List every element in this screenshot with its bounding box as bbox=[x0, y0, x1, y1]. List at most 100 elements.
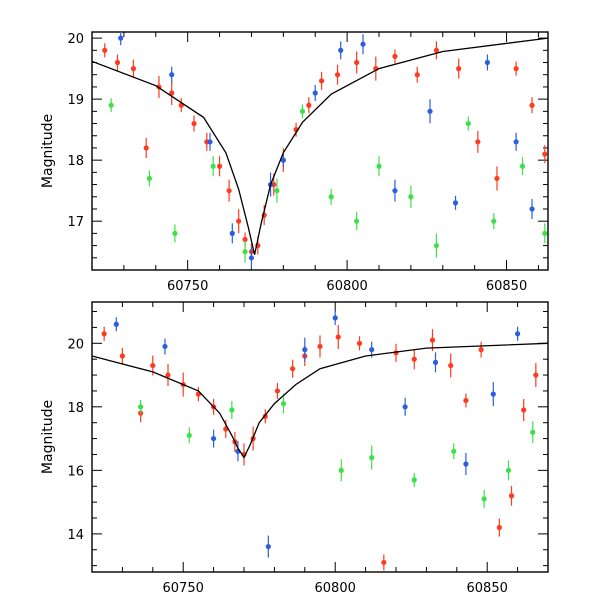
data-point bbox=[529, 102, 535, 108]
data-point bbox=[102, 47, 108, 53]
data-point bbox=[452, 200, 459, 206]
bottom-panel: 60750608006085014161820MagnitudeHJD−2400… bbox=[40, 301, 549, 596]
x-tick-label: 60800 bbox=[326, 279, 367, 294]
data-point bbox=[356, 340, 363, 346]
data-point bbox=[119, 353, 125, 359]
data-point bbox=[369, 347, 375, 353]
data-point bbox=[191, 120, 197, 127]
data-point bbox=[475, 139, 481, 145]
y-tick-label: 17 bbox=[67, 215, 84, 230]
data-point bbox=[414, 72, 420, 78]
model-curve bbox=[92, 342, 548, 459]
data-point bbox=[542, 151, 548, 157]
data-point bbox=[312, 90, 318, 96]
data-point bbox=[328, 194, 334, 200]
model-curve bbox=[92, 37, 548, 255]
data-point bbox=[169, 72, 175, 78]
data-point bbox=[513, 139, 519, 145]
data-point bbox=[248, 255, 255, 261]
data-point bbox=[150, 362, 156, 369]
data-point bbox=[299, 108, 306, 114]
top-panel: 60750 60800 60850 17 18 19 20 Magnitude bbox=[40, 31, 549, 294]
x-tick-label: 60750 bbox=[163, 581, 204, 596]
data-point bbox=[317, 343, 323, 350]
data-point bbox=[280, 157, 286, 163]
data-point bbox=[143, 145, 149, 151]
data-point bbox=[229, 230, 235, 236]
data-point bbox=[354, 218, 360, 224]
data-point bbox=[211, 435, 217, 442]
data-point bbox=[318, 78, 325, 84]
data-point bbox=[433, 242, 439, 249]
data-point bbox=[265, 543, 271, 550]
data-point bbox=[381, 559, 387, 566]
y-tick-label: 20 bbox=[67, 32, 84, 47]
data-point bbox=[484, 59, 491, 66]
data-point bbox=[508, 493, 515, 499]
data-point bbox=[542, 230, 548, 236]
data-point bbox=[138, 404, 144, 410]
x-tick-label: 60800 bbox=[315, 581, 356, 596]
data-point bbox=[456, 66, 462, 72]
data-point bbox=[101, 331, 107, 337]
data-point bbox=[433, 47, 439, 53]
y-axis-label: Magnitude bbox=[40, 400, 56, 474]
data-point bbox=[432, 359, 439, 365]
data-point bbox=[376, 163, 382, 169]
data-point bbox=[236, 218, 242, 224]
data-point bbox=[533, 372, 539, 378]
data-point bbox=[113, 321, 119, 327]
data-layer bbox=[92, 32, 548, 269]
data-point bbox=[229, 407, 235, 413]
data-point bbox=[290, 366, 296, 372]
data-point bbox=[496, 524, 502, 531]
data-point bbox=[478, 347, 484, 353]
data-point bbox=[530, 429, 536, 435]
x-tick-label: 60750 bbox=[167, 279, 208, 294]
data-point bbox=[448, 362, 454, 369]
data-point bbox=[130, 66, 137, 72]
y-tick-label: 14 bbox=[67, 528, 84, 543]
data-point bbox=[481, 496, 487, 502]
y-tick-label: 19 bbox=[67, 93, 84, 108]
data-point bbox=[172, 230, 178, 236]
data-point bbox=[463, 397, 469, 404]
data-point bbox=[392, 53, 398, 60]
data-layer bbox=[92, 310, 548, 571]
data-point bbox=[465, 120, 471, 127]
data-point bbox=[513, 66, 519, 72]
data-point bbox=[334, 72, 341, 78]
data-point bbox=[274, 388, 281, 394]
data-point bbox=[429, 337, 436, 343]
data-point bbox=[402, 404, 408, 410]
data-point bbox=[411, 477, 417, 483]
data-point bbox=[494, 175, 500, 182]
data-point bbox=[207, 139, 213, 145]
y-tick-label: 18 bbox=[67, 154, 84, 169]
y-tick-label: 18 bbox=[67, 401, 84, 416]
data-point bbox=[490, 391, 496, 397]
data-point bbox=[280, 401, 287, 407]
data-point bbox=[529, 206, 535, 212]
data-point bbox=[335, 334, 341, 340]
data-point bbox=[146, 175, 152, 182]
y-tick-label: 20 bbox=[67, 337, 84, 352]
data-point bbox=[369, 455, 375, 461]
data-point bbox=[242, 249, 248, 255]
data-point bbox=[408, 194, 414, 200]
data-point bbox=[306, 102, 312, 108]
data-point bbox=[210, 163, 216, 169]
data-point bbox=[451, 448, 457, 454]
data-point bbox=[521, 407, 527, 413]
data-point bbox=[338, 467, 344, 473]
data-point bbox=[491, 218, 497, 224]
data-point bbox=[226, 188, 232, 194]
y-axis-label: Magnitude bbox=[40, 114, 56, 188]
data-point bbox=[108, 102, 114, 108]
data-point bbox=[186, 432, 192, 439]
data-point bbox=[392, 188, 398, 194]
data-point bbox=[332, 315, 338, 321]
x-tick-label: 60850 bbox=[486, 279, 527, 294]
data-point bbox=[505, 467, 512, 473]
